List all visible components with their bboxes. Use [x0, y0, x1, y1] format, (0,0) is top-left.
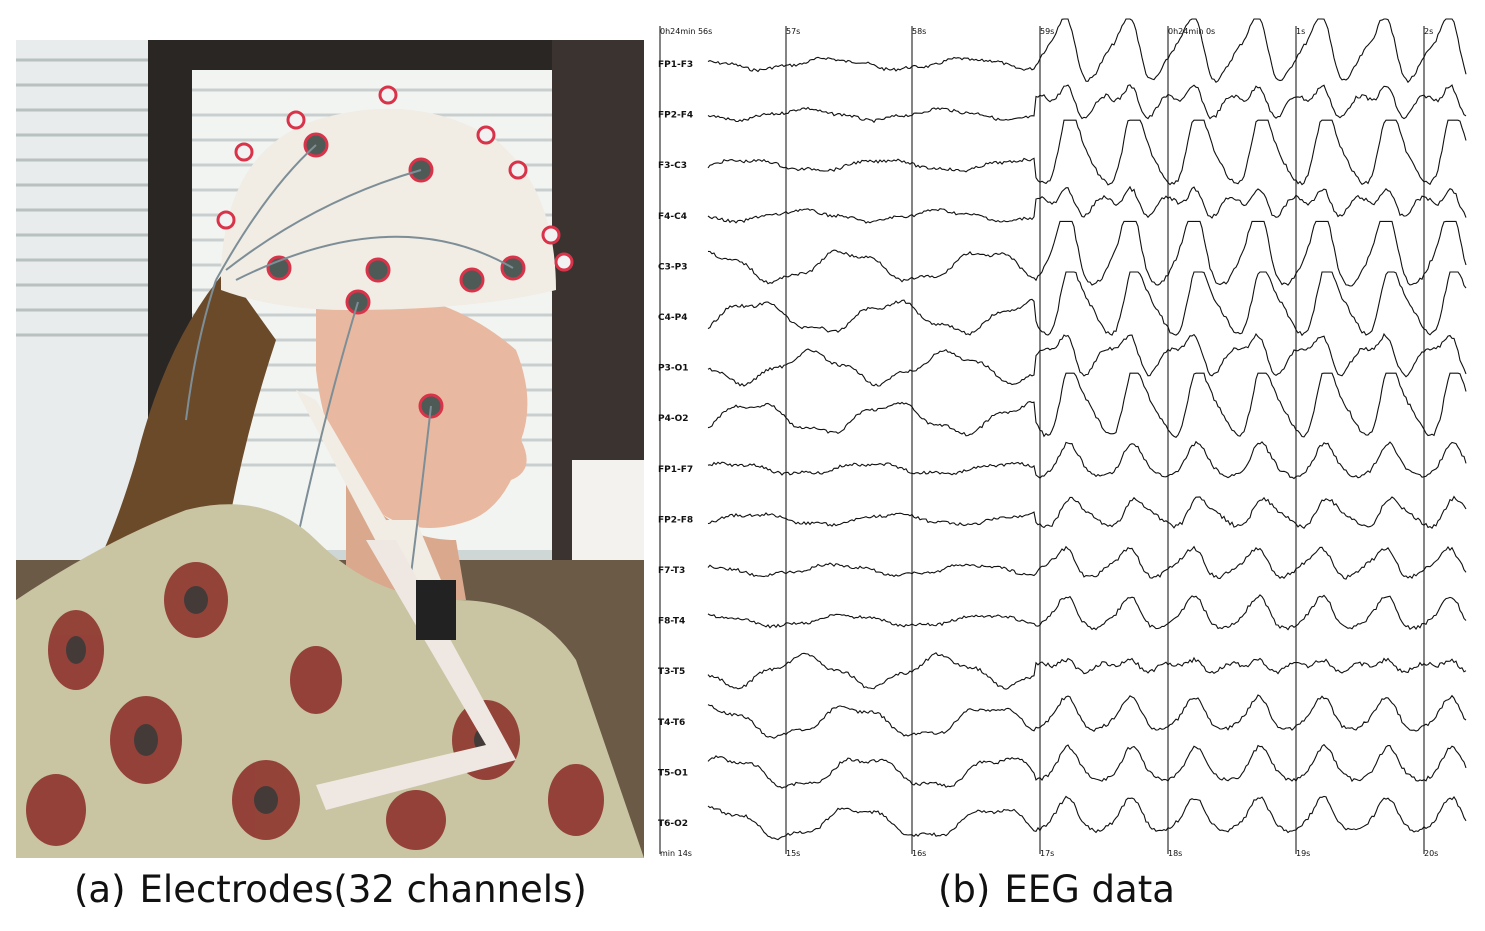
- caption-electrodes: (a) Electrodes(32 channels): [74, 868, 587, 911]
- eeg-trace: [707, 220, 1467, 287]
- channel-label: T3-T5: [658, 667, 685, 677]
- caption-text: EEG data: [1004, 868, 1175, 911]
- eeg-trace: [707, 271, 1467, 337]
- time-label-top: 59s: [1040, 27, 1054, 36]
- time-label-bottom: 19s: [1296, 849, 1310, 858]
- time-label-top: 2s: [1424, 27, 1433, 36]
- eeg-trace: [707, 18, 1467, 84]
- channel-label: P3-O1: [658, 364, 689, 374]
- time-label-bottom: 20s: [1424, 849, 1438, 858]
- caption-text: Electrodes(32 channels): [139, 868, 587, 911]
- time-label-top: 0h24min 0s: [1168, 27, 1215, 36]
- channel-label: FP1-F3: [658, 60, 693, 70]
- time-label-top: 58s: [912, 27, 926, 36]
- channel-label: FP1-F7: [658, 465, 693, 475]
- eeg-trace: [707, 743, 1467, 789]
- channel-label: F4-C4: [658, 212, 687, 222]
- eeg-trace: [707, 440, 1467, 480]
- channel-label: T6-O2: [658, 819, 688, 829]
- eeg-trace: [707, 545, 1467, 580]
- eeg-trace: [707, 119, 1467, 186]
- channel-label: C4-P4: [658, 313, 687, 323]
- eeg-trace: [707, 495, 1467, 530]
- time-label-top: 57s: [786, 27, 800, 36]
- electrode-photo-illustration: [16, 40, 644, 858]
- time-label-top: 0h24min 56s: [660, 27, 712, 36]
- time-label-bottom: 15s: [786, 849, 800, 858]
- eeg-trace: [707, 594, 1467, 631]
- channel-label: C3-P3: [658, 262, 687, 272]
- eeg-trace: [707, 795, 1467, 841]
- channel-label: F7-T3: [658, 566, 685, 576]
- time-label-bottom: 16s: [912, 849, 926, 858]
- time-label-top: 1s: [1296, 27, 1305, 36]
- channel-label: T4-T6: [658, 718, 685, 728]
- caption-eeg-data: (b) EEG data: [938, 868, 1175, 911]
- channel-label: T5-O1: [658, 768, 688, 778]
- channel-label: F3-C3: [658, 161, 687, 171]
- caption-tag: (b): [938, 868, 991, 911]
- time-label-bottom: 17s: [1040, 849, 1054, 858]
- eeg-trace: [707, 372, 1467, 438]
- channel-label: F8-T4: [658, 617, 685, 627]
- eeg-trace: [707, 332, 1467, 387]
- channel-label: P4-O2: [658, 414, 689, 424]
- time-label-bottom: min 14s: [660, 849, 692, 858]
- caption-tag: (a): [74, 868, 126, 911]
- eeg-trace: [707, 84, 1467, 124]
- time-label-bottom: 18s: [1168, 849, 1182, 858]
- eeg-trace: [707, 185, 1467, 224]
- channel-label: FP2-F8: [658, 515, 693, 525]
- eeg-trace: [707, 694, 1467, 739]
- eeg-recording: 0h24min 56s 57s 58s 59s 0h24min 0s 1s 2s min 14…: [656, 12, 1468, 858]
- eeg-trace: [707, 652, 1467, 690]
- eeg-plot: 0h24min 56s 57s 58s 59s 0h24min 0s 1s 2s min 14…: [658, 18, 1467, 858]
- channel-label: FP2-F4: [658, 111, 693, 121]
- electrode-photo: [16, 40, 644, 858]
